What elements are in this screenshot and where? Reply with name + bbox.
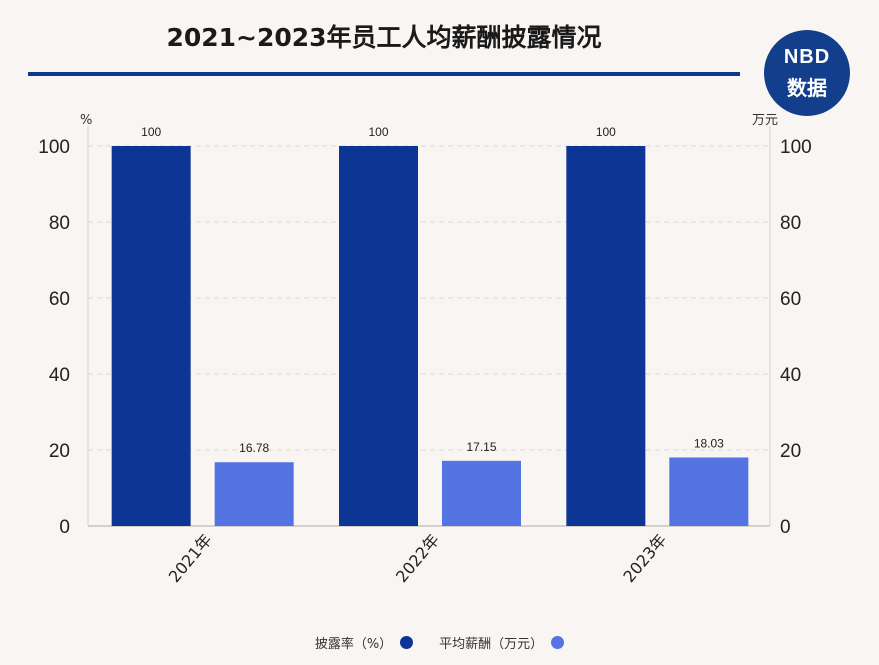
y-right-tick-label: 80 <box>780 213 801 234</box>
bar-disclosure-rate <box>339 146 418 526</box>
logo-text-data: 数据 <box>787 76 827 100</box>
y-left-tick-label: 40 <box>49 365 70 386</box>
bar-average-salary <box>214 462 294 526</box>
bar-disclosure-rate <box>111 146 191 526</box>
bar-disclosure-rate <box>566 146 646 526</box>
logo-text-nbd: NBD <box>783 46 831 68</box>
y-left-tick-label: 20 <box>49 441 70 462</box>
chart-title: 2021~2023年员工人均薪酬披露情况 <box>166 23 602 52</box>
data-label: 17.15 <box>466 440 496 454</box>
bar-average-salary <box>442 460 521 526</box>
y-right-tick-label: 100 <box>780 137 812 158</box>
data-label: 18.03 <box>694 436 724 450</box>
data-label: 100 <box>596 125 616 139</box>
x-tick-label: 2022年 <box>392 530 443 586</box>
nbd-logo: NBD 数据 <box>764 30 850 116</box>
y-left-tick-label: 100 <box>38 137 70 158</box>
y-left-tick-label: 80 <box>49 213 70 234</box>
y-right-unit-label: 万元 <box>752 113 778 128</box>
bars <box>111 146 749 526</box>
title-underline <box>28 72 740 76</box>
y-right-tick-label: 0 <box>780 517 791 538</box>
legend-item-average-salary: 平均薪酬（万元） <box>439 633 565 652</box>
legend-dot-disclosure-rate <box>400 636 414 649</box>
y-left-tick-label: 60 <box>49 289 70 310</box>
y-right-tick-label: 40 <box>780 365 801 386</box>
y-right-tick-label: 20 <box>780 441 801 462</box>
legend-dot-average-salary <box>551 636 565 649</box>
y-left-unit-label: % <box>80 113 92 128</box>
data-label: 16.78 <box>239 441 269 455</box>
x-tick-label: 2021年 <box>165 530 216 586</box>
bar-average-salary <box>669 457 749 526</box>
legend-label-average-salary: 平均薪酬（万元） <box>439 637 544 652</box>
y-right-tick-label: 60 <box>780 289 801 310</box>
legend: 披露率（%） 平均薪酬（万元） <box>0 633 879 652</box>
axes: 0 20 40 60 80 100 0 20 40 60 80 100% 万元 <box>38 113 811 538</box>
legend-label-disclosure-rate: 披露率（%） <box>314 637 393 652</box>
legend-item-disclosure-rate: 披露率（%） <box>314 633 414 652</box>
gridlines <box>88 145 770 451</box>
data-label: 100 <box>368 125 388 139</box>
y-left-tick-label: 0 <box>59 517 70 538</box>
data-label: 100 <box>141 125 161 139</box>
x-tick-label: 2023年 <box>619 530 670 586</box>
